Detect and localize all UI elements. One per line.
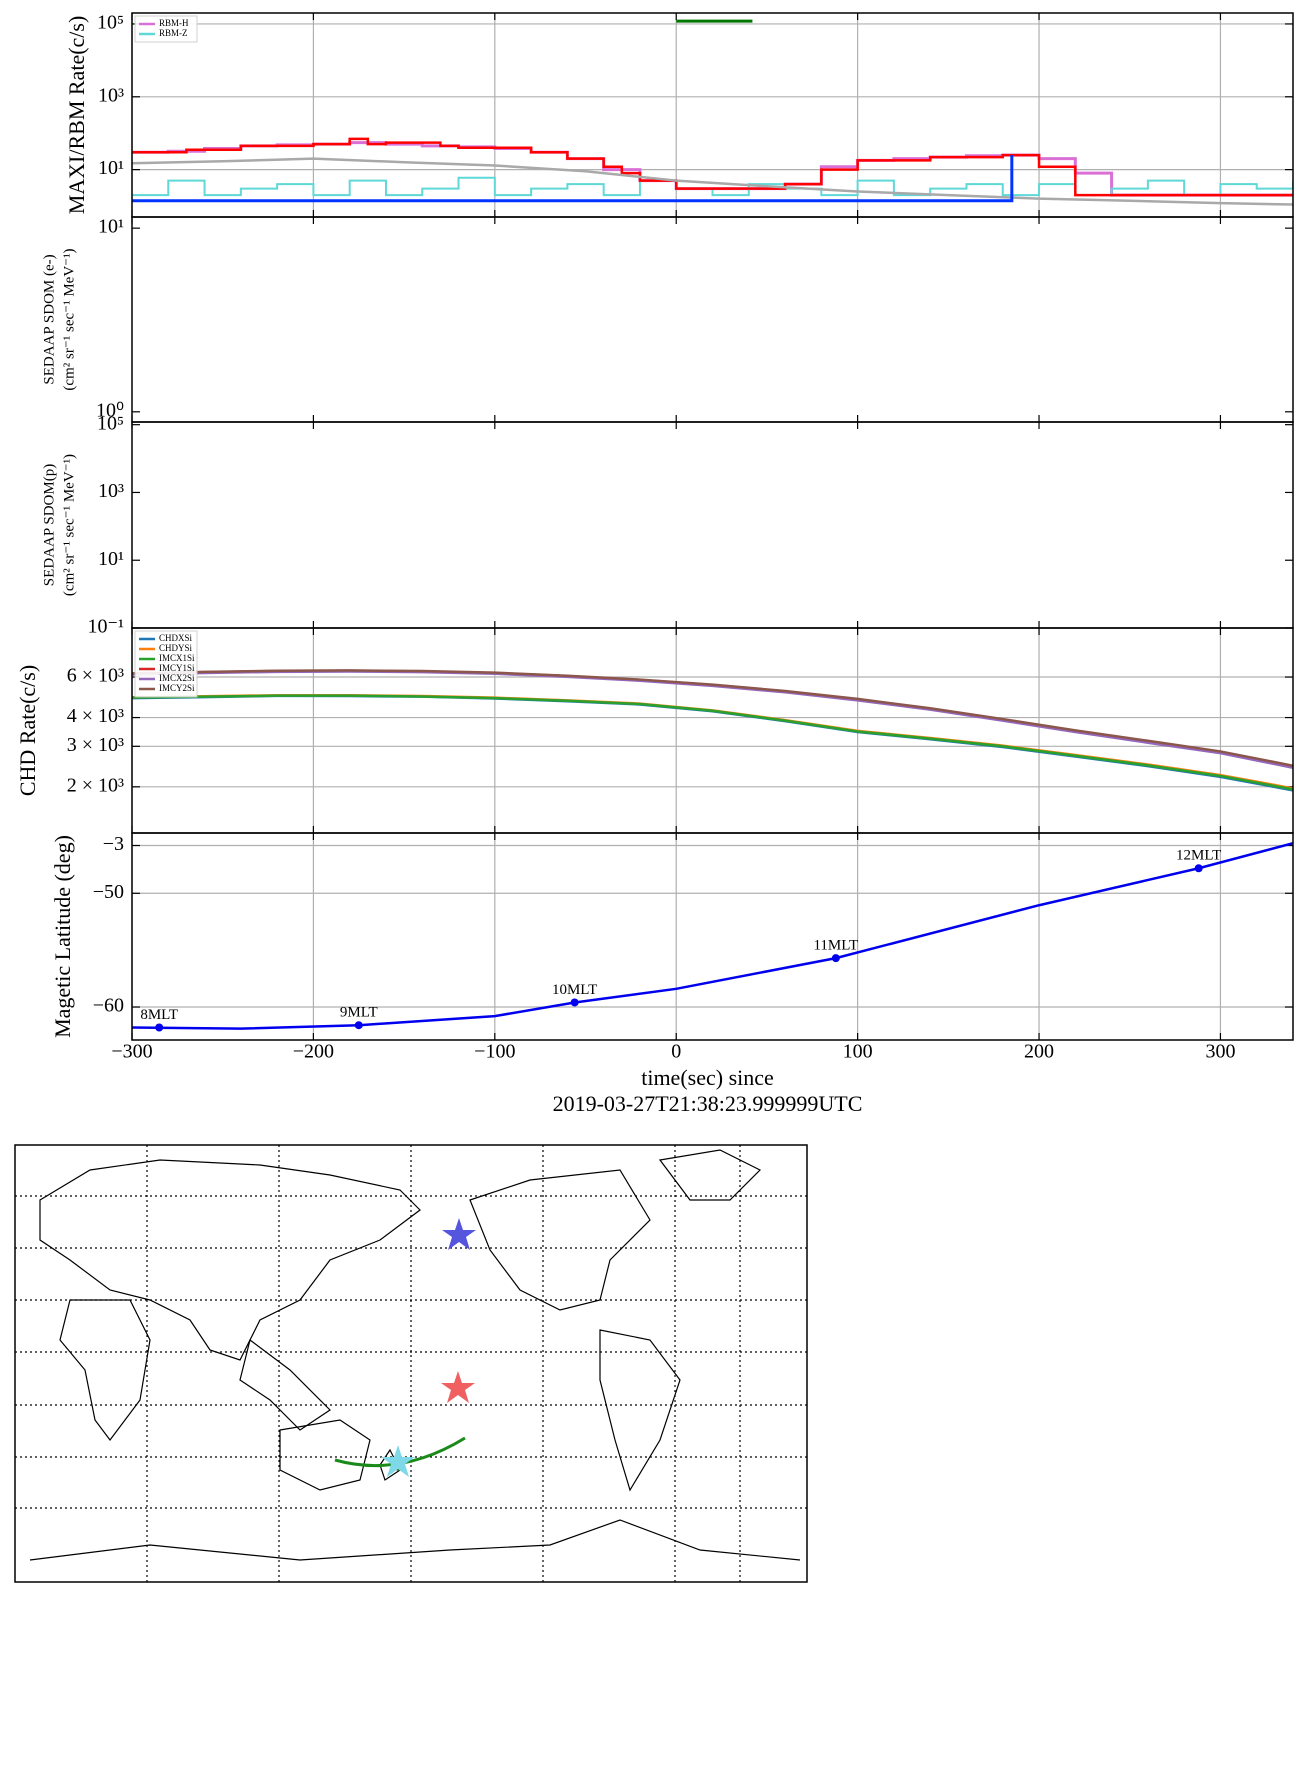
panel: 10⁻¹ 10¹ 10³ 10⁵ SEDAAP SDOM(p) (cm² sr⁻¹ sec…: [41, 412, 1294, 638]
point: [1194, 864, 1203, 873]
legend-label: IMCX2Si: [159, 673, 195, 683]
series-line: [132, 670, 1293, 770]
y-tick-label: 10¹: [98, 548, 124, 570]
y-axis-label: (cm² sr⁻¹ sec⁻¹ MeV⁻¹): [61, 248, 77, 390]
series-line: [132, 842, 1293, 1030]
legend-label: CHDYSi: [159, 643, 193, 653]
legend-label: IMCX1Si: [159, 653, 195, 663]
coastlines: [29, 1149, 801, 1561]
series-line: [132, 176, 1293, 197]
point: [155, 1023, 164, 1032]
y-tick-label: 10³: [98, 84, 124, 106]
series-line: [132, 694, 1293, 790]
x-tick-label: 200: [1024, 1041, 1054, 1063]
y-tick-label: −50: [93, 881, 124, 903]
point-label: 9MLT: [340, 1005, 378, 1021]
series-group: [132, 842, 1293, 1032]
legend-box: [134, 630, 198, 698]
x-axis-label: time(sec) since: [641, 1065, 774, 1090]
y-tick-label: 3 × 10³: [67, 734, 124, 756]
series-line: [132, 141, 1293, 197]
star-cyan: [381, 1445, 415, 1477]
y-tick-label: 4 × 10³: [67, 705, 124, 727]
y-axis-label: (cm² sr⁻¹ sec⁻¹ MeV⁻¹): [61, 454, 77, 596]
axes-frame: [131, 627, 1294, 834]
x-tick-label: 0: [671, 1041, 681, 1063]
y-axis-label: MAXI/RBM Rate(c/s): [64, 16, 89, 215]
point-label: 12MLT: [1176, 848, 1221, 864]
y-axis-label: CHD Rate(c/s): [15, 665, 40, 796]
y-tick-label: 10⁵: [97, 412, 124, 434]
legend-label: RBM-H: [159, 18, 189, 28]
panel: 10⁰ 10¹ SEDAAP SDOM (e-) (cm² sr⁻¹ sec⁻¹ Me…: [41, 216, 1294, 423]
series-line: [132, 137, 1293, 197]
point: [570, 998, 579, 1007]
panel: 2 × 10³ 3 × 10³ 4 × 10³ 6 × 10³ CHDXSiCHDYSi…: [15, 627, 1294, 834]
y-tick-label: 10³: [98, 480, 124, 502]
panel: −300 −200 −100 0 100 200 300 −60 −50 −3 8MLT 9MLT 10…: [50, 832, 1294, 1116]
y-axis-label: SEDAAP SDOM (e-): [41, 254, 57, 384]
y-tick-label: 10⁻¹: [87, 616, 124, 638]
series-line: [132, 157, 1293, 206]
map-grid: [15, 1145, 807, 1582]
series-line: [132, 669, 1293, 767]
series-group: [132, 669, 1293, 792]
axes-frame: [131, 832, 1294, 1041]
y-tick-label: 10⁵: [97, 12, 124, 34]
legend-box: [134, 15, 198, 43]
series-line: [132, 694, 1293, 791]
series-line: [132, 155, 1014, 203]
point-label: 11MLT: [813, 938, 858, 954]
point-label: 10MLT: [552, 982, 597, 998]
axes-frame: [131, 12, 1294, 218]
series-group: [132, 19, 1293, 206]
x-tick-label: 300: [1205, 1041, 1235, 1063]
y-axis-label: Magetic Latitude (deg): [50, 835, 75, 1038]
x-tick-label: 100: [843, 1041, 873, 1063]
axes-frame: [131, 216, 1294, 423]
x-tick-label: −300: [111, 1041, 152, 1063]
x-tick-label: −100: [474, 1041, 515, 1063]
point: [354, 1021, 363, 1030]
legend-label: IMCY2Si: [159, 683, 195, 693]
legend-label: IMCY1Si: [159, 663, 195, 673]
point: [831, 954, 840, 963]
x-axis-label: 2019-03-27T21:38:23.999999UTC: [553, 1091, 863, 1116]
star-red: [441, 1371, 475, 1403]
world-map: [14, 1144, 808, 1583]
y-tick-label: 10¹: [98, 157, 124, 179]
y-tick-label: 10⁰: [96, 399, 124, 421]
x-tick-label: −200: [293, 1041, 334, 1063]
y-tick-label: 2 × 10³: [67, 774, 124, 796]
y-tick-label: −3: [103, 833, 124, 855]
axes-frame: [131, 421, 1294, 629]
y-axis-label: SEDAAP SDOM(p): [41, 464, 57, 586]
star-blue: [442, 1218, 476, 1250]
legend-label: RBM-Z: [159, 28, 188, 38]
legend-label: CHDXSi: [159, 633, 193, 643]
y-tick-label: 10¹: [98, 216, 124, 238]
y-tick-label: 6 × 10³: [67, 665, 124, 687]
point-label: 8MLT: [140, 1007, 178, 1023]
y-tick-label: −60: [93, 995, 124, 1017]
